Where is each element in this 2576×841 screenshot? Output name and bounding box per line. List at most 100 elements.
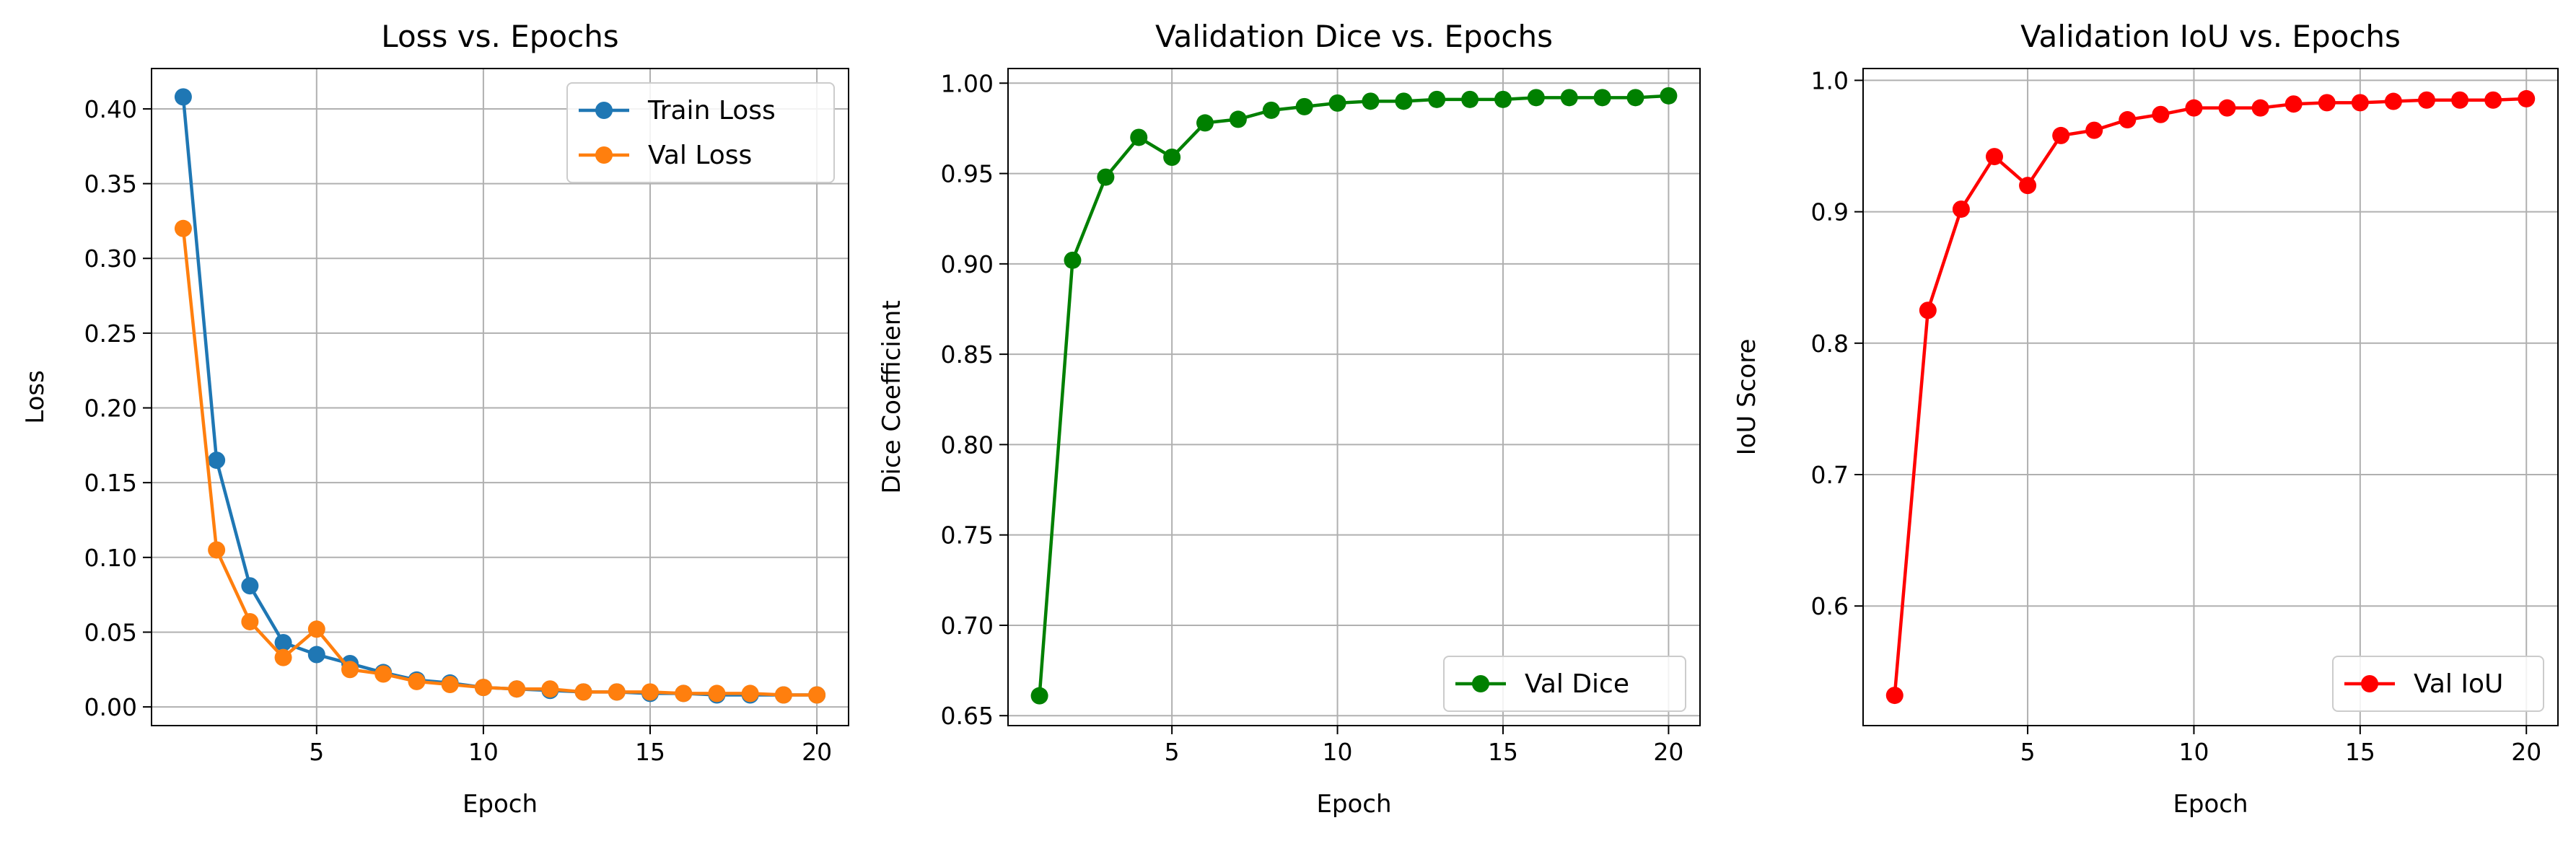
data-point [708, 684, 726, 703]
data-point [2384, 92, 2402, 110]
data-point [1461, 90, 1479, 108]
grid [1863, 69, 2558, 726]
data-point [808, 686, 826, 704]
data-point [1262, 101, 1280, 119]
x-tick-label: 5 [2020, 738, 2036, 766]
x-tick-label: 15 [1488, 738, 1518, 766]
legend-marker [1472, 675, 1489, 692]
y-tick-label: 0.25 [84, 320, 137, 348]
data-point [174, 219, 192, 237]
legend-marker [2361, 675, 2378, 692]
legend-label: Val IoU [2414, 669, 2503, 699]
data-point [1626, 89, 1644, 107]
y-tick-label: 0.80 [941, 431, 994, 459]
data-point [374, 665, 393, 683]
legend: Train Loss Val Loss [566, 82, 835, 183]
data-point [1097, 168, 1115, 186]
plot-frame [151, 68, 849, 726]
data-point [307, 646, 325, 664]
data-point [2318, 94, 2336, 112]
data-point [1660, 87, 1678, 105]
data-point [1986, 148, 2004, 166]
data-point [2518, 89, 2536, 107]
data-point [1030, 687, 1048, 705]
y-tick-label: 1.0 [1811, 66, 1849, 94]
data-point [274, 648, 292, 666]
data-point [1362, 92, 1380, 110]
y-tick-label: 0.00 [84, 693, 137, 721]
y-tick-label: 0.05 [84, 618, 137, 646]
legend-label: Val Loss [648, 141, 752, 170]
plot-series [174, 88, 826, 704]
dice-chart-panel: Validation Dice vs. Epochs Epoch Dice Co… [877, 19, 1701, 819]
data-point [208, 541, 226, 559]
data-point [641, 683, 659, 701]
data-point [474, 679, 492, 697]
data-point [1494, 90, 1512, 108]
data-point [2052, 126, 2070, 144]
x-tick-label: 15 [2345, 738, 2375, 766]
y-tick-label: 0.35 [84, 170, 137, 198]
legend-box [2332, 656, 2544, 712]
data-point [2417, 91, 2435, 109]
x-tick-label: 5 [309, 738, 324, 766]
y-tick-label: 0.9 [1811, 198, 1849, 226]
x-axis-label: Epoch [1316, 790, 1391, 819]
legend: Val IoU [2332, 656, 2544, 712]
data-point [2218, 99, 2236, 117]
axis-ticks: 5 10 15 20 0.00 0.05 0.10 0.15 0.20 0.25 0.30 0.35 0… [84, 95, 833, 766]
data-point [408, 672, 426, 690]
axis-ticks: 5 10 15 20 0.6 0.7 0.8 0.9 1.0 [1811, 66, 2542, 766]
data-point [741, 684, 759, 703]
y-axis-label: Loss [21, 370, 50, 424]
y-tick-label: 0.65 [941, 702, 994, 730]
data-point [2185, 99, 2203, 117]
y-axis-label: Dice Coefficient [877, 300, 906, 493]
y-tick-label: 0.6 [1811, 592, 1849, 620]
data-point [241, 577, 259, 595]
plot-frame [1007, 68, 1701, 726]
data-point [341, 661, 359, 679]
data-point [2484, 91, 2502, 109]
x-axis-label: Epoch [463, 790, 538, 819]
x-tick-label: 15 [635, 738, 665, 766]
legend-label: Val Dice [1525, 669, 1629, 699]
data-point [1952, 200, 1970, 218]
data-point [2019, 177, 2037, 195]
data-point [1130, 128, 1148, 146]
plot-frame [1862, 68, 2559, 726]
y-tick-label: 0.8 [1811, 330, 1849, 358]
y-tick-label: 1.00 [941, 69, 994, 97]
data-point [2251, 99, 2269, 117]
y-tick-label: 0.30 [84, 245, 137, 273]
x-tick-label: 20 [2511, 738, 2541, 766]
y-tick-label: 0.75 [941, 521, 994, 550]
y-tick-label: 0.40 [84, 95, 137, 123]
y-tick-label: 0.15 [84, 469, 137, 497]
data-point [774, 686, 792, 704]
legend-marker [595, 102, 613, 119]
data-point [2284, 95, 2303, 113]
legend-label: Train Loss [647, 96, 776, 126]
x-axis-label: Epoch [2173, 790, 2248, 819]
chart-title: Validation IoU vs. Epochs [2020, 19, 2401, 54]
data-point [2451, 91, 2469, 109]
data-point [1295, 97, 1313, 115]
data-point [1328, 94, 1346, 112]
y-tick-label: 0.70 [941, 612, 994, 640]
data-point [1593, 89, 1611, 107]
data-point [541, 680, 559, 698]
data-point [1428, 90, 1446, 108]
y-tick-label: 0.90 [941, 250, 994, 278]
data-point [1919, 301, 1937, 320]
chart-title: Loss vs. Epochs [381, 19, 618, 54]
y-tick-label: 0.10 [84, 544, 137, 572]
x-tick-label: 20 [802, 738, 832, 766]
data-point [1163, 149, 1181, 167]
x-tick-label: 5 [1165, 738, 1180, 766]
chart-title: Validation Dice vs. Epochs [1155, 19, 1553, 54]
data-point [1885, 687, 1903, 705]
data-point [2119, 111, 2137, 129]
data-point [241, 612, 259, 630]
y-tick-label: 0.85 [941, 340, 994, 369]
